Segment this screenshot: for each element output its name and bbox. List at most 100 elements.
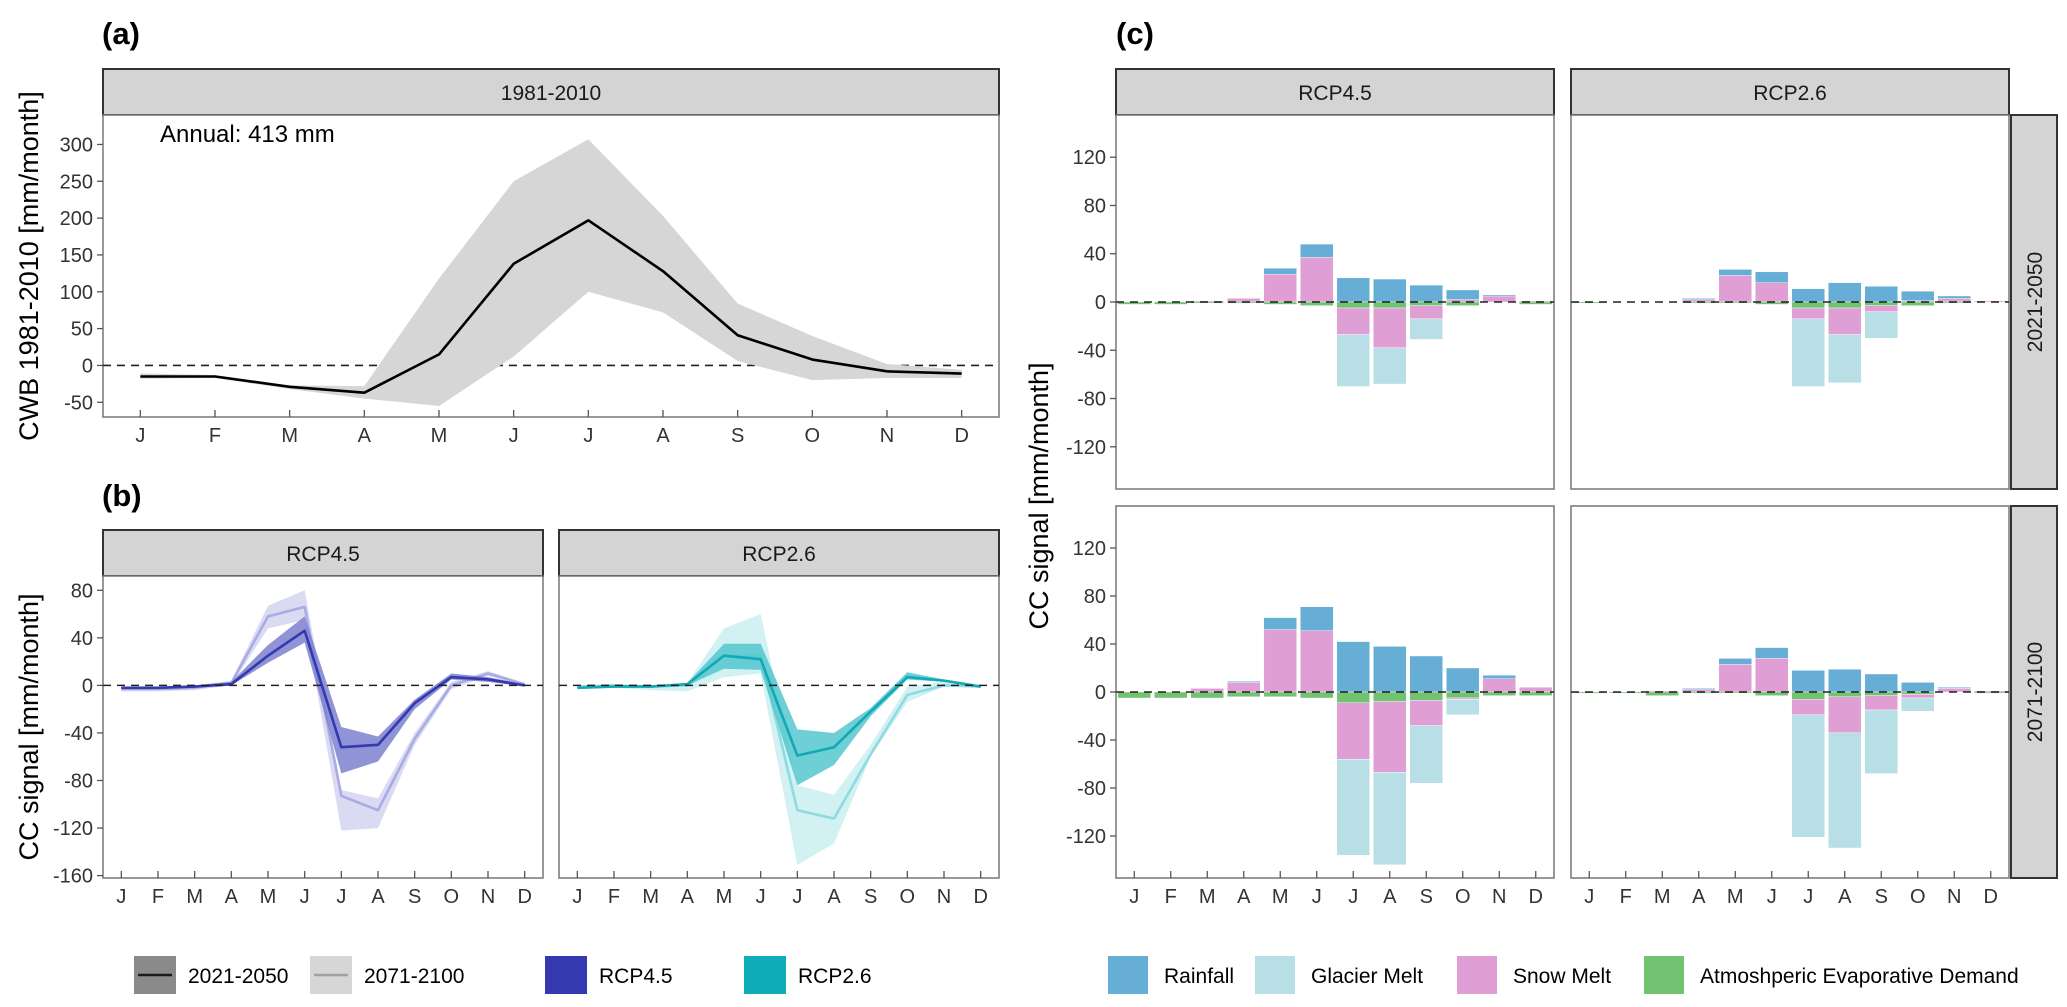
x-tick-label: S [1875,886,1888,908]
panel-label-c: (c) [1116,16,1154,51]
x-tick-label: F [152,886,164,908]
x-tick-label: J [1767,886,1777,908]
bar-evap-demand [1300,691,1334,699]
bar-snow-melt [1446,299,1480,303]
panel-a: 1981-2010 -50 0 50 100 150 200 250 300 J F M A M J J A S… [14,68,1000,447]
bar-snow-melt [1373,701,1407,773]
bar-rainfall [1864,286,1898,303]
bar-snow-melt [1482,678,1516,693]
y-tick-label: -40 [1077,730,1106,752]
x-tick-label: J [1129,886,1139,908]
legend-label: RCP4.5 [599,965,673,988]
bar-glacier-melt [1446,699,1480,716]
bar-glacier-melt [1864,311,1898,339]
x-tick-label: A [656,425,670,447]
x-tick-label: D [973,886,987,908]
bar-snow-melt [1755,282,1789,303]
x-tick-label: M [1272,886,1289,908]
bar-rainfall [1937,687,1971,689]
bar-rainfall [1227,681,1261,683]
facet-c-RCP2.6-2021-2050 [1570,114,2010,490]
x-tick-label: M [1654,886,1671,908]
bar-evap-demand [1263,691,1297,697]
strip-c-rcp26-label: RCP2.6 [1753,82,1827,105]
legend-label: Glacier Melt [1311,965,1423,988]
strip-c-2021-2050-label: 2021-2050 [2024,252,2047,352]
bar-rainfall [1409,655,1443,693]
series-line-2021-2050 [121,629,525,749]
bar-rainfall [1446,289,1480,300]
legend-key-Snow Melt [1457,956,1497,994]
legend-label: RCP2.6 [798,965,872,988]
bar-snow-melt [1828,696,1862,733]
legend-key-Glacier Melt [1255,956,1295,994]
bar-rainfall [1482,675,1516,680]
strip-c-rcp26 [1570,68,2010,116]
panel-label-b: (b) [102,478,142,513]
y-tick-label: -40 [64,723,93,745]
bar-snow-melt [1373,307,1407,349]
legend-c: Rainfall Glacier Melt Snow Melt Atmoshperic… [1108,956,2019,994]
x-tick-label: J [1348,886,1358,908]
x-tick-label: M [260,886,277,908]
x-tick-label: S [864,886,877,908]
x-tick-label: J [572,886,582,908]
x-tick-label: A [358,425,372,447]
bar-evap-demand [1263,301,1297,305]
bar-snow-melt [1300,630,1334,693]
legend-key-RCP2.6 [744,956,786,994]
y-tick-label: -160 [53,866,93,888]
x-tick-label: D [954,425,968,447]
y-tick-label: 40 [71,628,93,650]
x-tick-label: F [1620,886,1632,908]
strip-b-rcp45-label: RCP4.5 [286,543,360,566]
bar-rainfall [1300,243,1334,258]
y-tick-label: -120 [1066,826,1106,848]
legend-b: 2021-2050 2071-2100 RCP4.5 RCP2.6 [134,956,872,994]
uncertainty-band-2071-2100 [577,614,981,865]
x-tick-label: A [1237,886,1251,908]
x-tick-label: O [1910,886,1926,908]
y-tick-label: -50 [64,392,93,414]
bar-evap-demand [1409,691,1443,701]
x-tick-label: A [225,886,239,908]
y-tick-label: 200 [60,208,93,230]
x-tick-label: O [444,886,460,908]
x-tick-label: M [1727,886,1744,908]
bar-evap-demand [1154,691,1188,699]
bar-glacier-melt [1828,732,1862,849]
bar-glacier-melt [1791,714,1825,838]
bar-evap-demand [1154,301,1188,305]
x-tick-label: A [827,886,841,908]
bar-snow-melt [1718,275,1752,303]
bar-snow-melt [1263,629,1297,693]
bar-snow-melt [1901,694,1935,699]
y-tick-label: 120 [1073,147,1106,169]
y-tick-label: 0 [1095,682,1106,704]
x-tick-label: M [1199,886,1216,908]
x-tick-label: O [900,886,916,908]
bar-snow-melt [1409,700,1443,726]
series-line-1981-2010 [140,219,962,394]
y-tick-label: 50 [71,319,93,341]
bar-rainfall [1446,667,1480,693]
legend-key-RCP4.5 [545,956,587,994]
x-tick-label: J [116,886,126,908]
bar-rainfall [1828,669,1862,693]
bar-evap-demand [1446,301,1480,306]
x-tick-label: A [681,886,695,908]
bar-snow-melt [1864,305,1898,312]
bar-snow-melt [1263,274,1297,303]
y-tick-label: 80 [1084,195,1106,217]
bar-evap-demand [1828,301,1862,309]
legend-label: 2021-2050 [188,965,288,988]
bar-rainfall [1828,282,1862,303]
y-tick-label: 100 [60,282,93,304]
x-tick-label: M [186,886,203,908]
bar-glacier-melt [1409,318,1443,340]
plot-area-b-rcp45 [102,575,544,879]
bar-glacier-melt [1901,697,1935,712]
x-tick-label: S [731,425,744,447]
y-axis-title-a: CWB 1981-2010 [mm/month] [14,91,44,441]
